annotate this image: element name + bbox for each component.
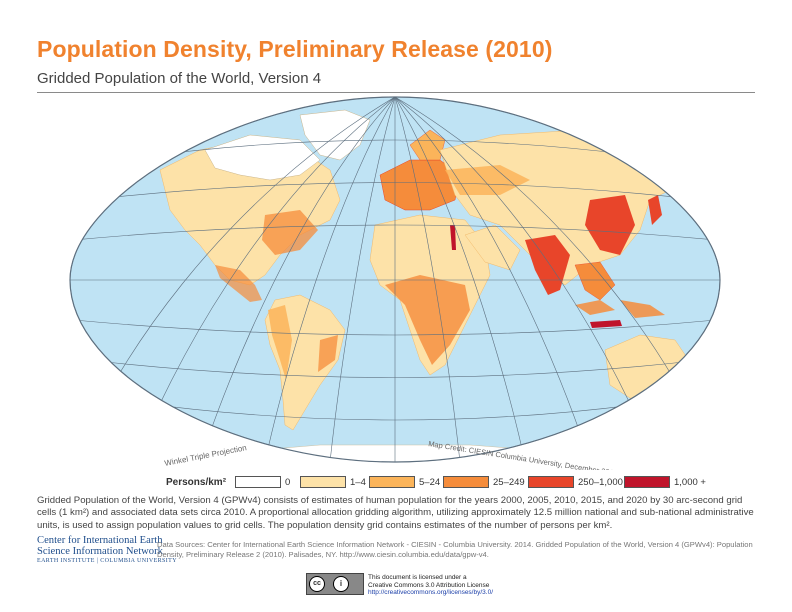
land-new-zealand bbox=[699, 395, 713, 421]
logo-line-1: Center for International Earth bbox=[37, 535, 163, 546]
land-indonesia bbox=[575, 300, 665, 318]
legend-swatch-1 bbox=[300, 476, 346, 488]
density-sub-saharan-africa bbox=[385, 275, 470, 365]
density-eastern-us bbox=[262, 210, 318, 255]
logo-line-2: Science Information Network bbox=[37, 546, 163, 557]
cc-icon: cc bbox=[309, 576, 325, 592]
land-indonesia-java bbox=[590, 320, 622, 328]
land-arabia bbox=[464, 224, 521, 271]
density-russia-west bbox=[445, 165, 530, 195]
map-title: Population Density, Preliminary Release … bbox=[37, 36, 553, 62]
legend-label-2: 5–24 bbox=[419, 477, 441, 488]
license-line-2: Creative Commons 3.0 Attribution License bbox=[368, 581, 490, 589]
legend-swatch-5 bbox=[624, 476, 670, 488]
globe-outline bbox=[69, 96, 721, 463]
graticule bbox=[70, 97, 720, 462]
land-southeast-asia bbox=[574, 261, 616, 301]
density-mexico bbox=[215, 265, 262, 302]
legend-swatch-4 bbox=[528, 476, 574, 488]
density-nile bbox=[450, 225, 456, 250]
license-line-1: This document is licensed under a bbox=[368, 574, 467, 581]
density-east-china bbox=[585, 195, 635, 255]
map-subtitle: Gridded Population of the World, Version… bbox=[37, 70, 322, 87]
legend-label-4: 250–1,000 bbox=[578, 477, 623, 488]
legend-label-5: 1,000 + bbox=[674, 477, 706, 488]
attribution-icon: i bbox=[333, 576, 349, 592]
legend-label-0: 0 bbox=[285, 477, 291, 488]
license-text: This document is licensed under a Creati… bbox=[368, 574, 493, 597]
legend-swatch-2 bbox=[369, 476, 415, 488]
title-divider bbox=[37, 92, 755, 93]
legend-swatch-0 bbox=[235, 476, 281, 488]
density-andes bbox=[268, 305, 292, 380]
projection-label: Winkel Triple Projection bbox=[164, 443, 248, 468]
legend-title: Persons/km² bbox=[166, 477, 227, 488]
legend-label-1: 1–4 bbox=[350, 477, 366, 488]
map-description: Gridded Population of the World, Version… bbox=[37, 495, 754, 531]
license-link[interactable]: http://creativecommons.org/licenses/by/3… bbox=[368, 589, 494, 597]
density-brazil-coast bbox=[318, 335, 338, 372]
land-japan bbox=[648, 195, 662, 225]
creative-commons-badge[interactable]: cc i bbox=[306, 573, 364, 595]
data-sources: Data Sources: Center for International E… bbox=[157, 540, 753, 559]
legend-swatch-3 bbox=[443, 476, 489, 488]
logo-line-3: EARTH INSTITUTE | COLUMBIA UNIVERSITY bbox=[37, 558, 177, 564]
land-arctic-canada bbox=[204, 134, 321, 181]
ciesin-logo[interactable]: Center for International Earth Science I… bbox=[37, 535, 177, 566]
legend-label-3: 25–249 bbox=[493, 477, 525, 488]
world-population-density-map: Winkel Triple Projection Map Credit: CIE… bbox=[69, 96, 721, 470]
